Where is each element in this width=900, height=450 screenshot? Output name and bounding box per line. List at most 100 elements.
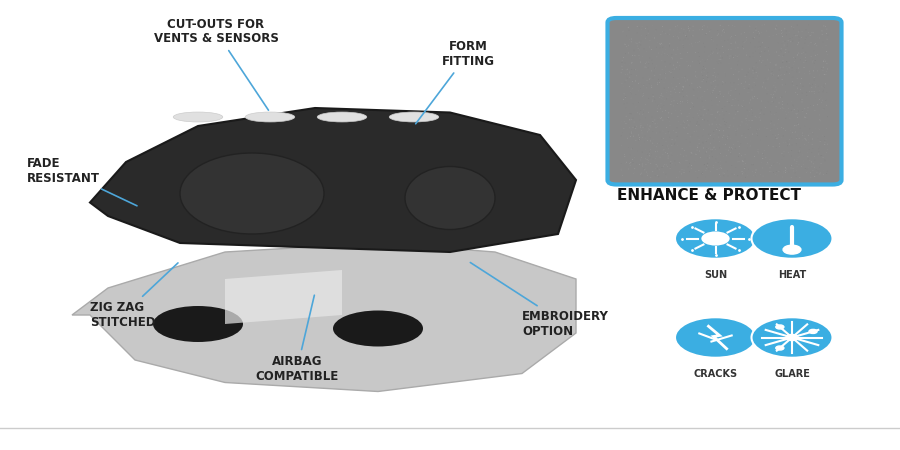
Point [708,76,723,84]
Point [811,135,825,142]
Point [646,115,661,122]
Point [659,174,673,181]
Point [678,74,692,81]
Point [676,84,690,91]
Point [747,66,761,73]
Point [812,126,826,133]
Point [709,94,724,101]
Point [680,157,694,164]
Point [817,30,832,37]
Point [801,155,815,162]
Point [638,63,652,71]
Point [706,138,721,145]
Point [796,108,810,115]
Point [713,151,727,158]
Point [751,64,765,71]
Point [764,167,778,175]
Point [708,73,723,81]
Point [734,118,749,126]
Point [664,110,679,117]
Point [772,52,787,59]
Point [801,153,815,160]
Point [744,58,759,65]
Point [753,136,768,144]
Point [764,91,778,98]
Text: EMBROIDERY
OPTION: EMBROIDERY OPTION [471,262,609,338]
Point [713,46,727,53]
Point [709,50,724,57]
Point [762,65,777,72]
Point [678,73,692,80]
Point [679,120,693,127]
Point [749,75,763,82]
Point [651,172,665,179]
Point [626,156,640,163]
Point [672,80,687,87]
Point [771,72,786,80]
Point [762,168,777,176]
Point [651,148,665,155]
Point [771,129,786,136]
Point [722,147,736,154]
Point [636,90,651,97]
Point [714,91,728,98]
Point [639,166,653,173]
Point [806,162,820,169]
Point [683,143,698,150]
Point [728,111,742,118]
Point [803,157,817,164]
Point [786,34,800,41]
Point [756,57,770,64]
Point [645,98,660,105]
Point [677,117,691,125]
Point [625,159,639,166]
Point [644,138,658,145]
Point [716,43,730,50]
Point [690,167,705,174]
Point [808,40,823,47]
Point [646,149,661,157]
Point [707,22,722,30]
Point [726,71,741,78]
Point [807,74,822,81]
Point [779,31,794,38]
Point [632,122,646,129]
Point [637,89,652,96]
Point [622,61,636,68]
Point [775,107,789,114]
Point [660,143,674,150]
Point [795,42,809,50]
Point [663,165,678,172]
Point [652,106,667,113]
Point [659,130,673,137]
Point [623,133,637,140]
Point [759,104,773,111]
Point [690,133,705,140]
Point [796,130,810,137]
Point [799,110,814,117]
Point [813,138,827,145]
Point [639,58,653,66]
Point [768,88,782,95]
Point [815,131,830,139]
Point [724,46,738,54]
Point [670,100,684,108]
Point [699,162,714,170]
Point [697,112,711,120]
Point [711,60,725,67]
Point [776,125,790,132]
Point [647,95,662,103]
Point [720,52,734,59]
Circle shape [752,317,833,358]
Point [700,154,715,162]
Point [705,56,719,63]
Point [717,28,732,36]
Point [752,170,767,177]
Point [797,123,812,130]
Point [634,85,648,92]
Point [655,164,670,171]
Point [625,66,639,73]
Point [751,148,765,155]
Point [651,102,665,109]
Point [785,80,799,87]
